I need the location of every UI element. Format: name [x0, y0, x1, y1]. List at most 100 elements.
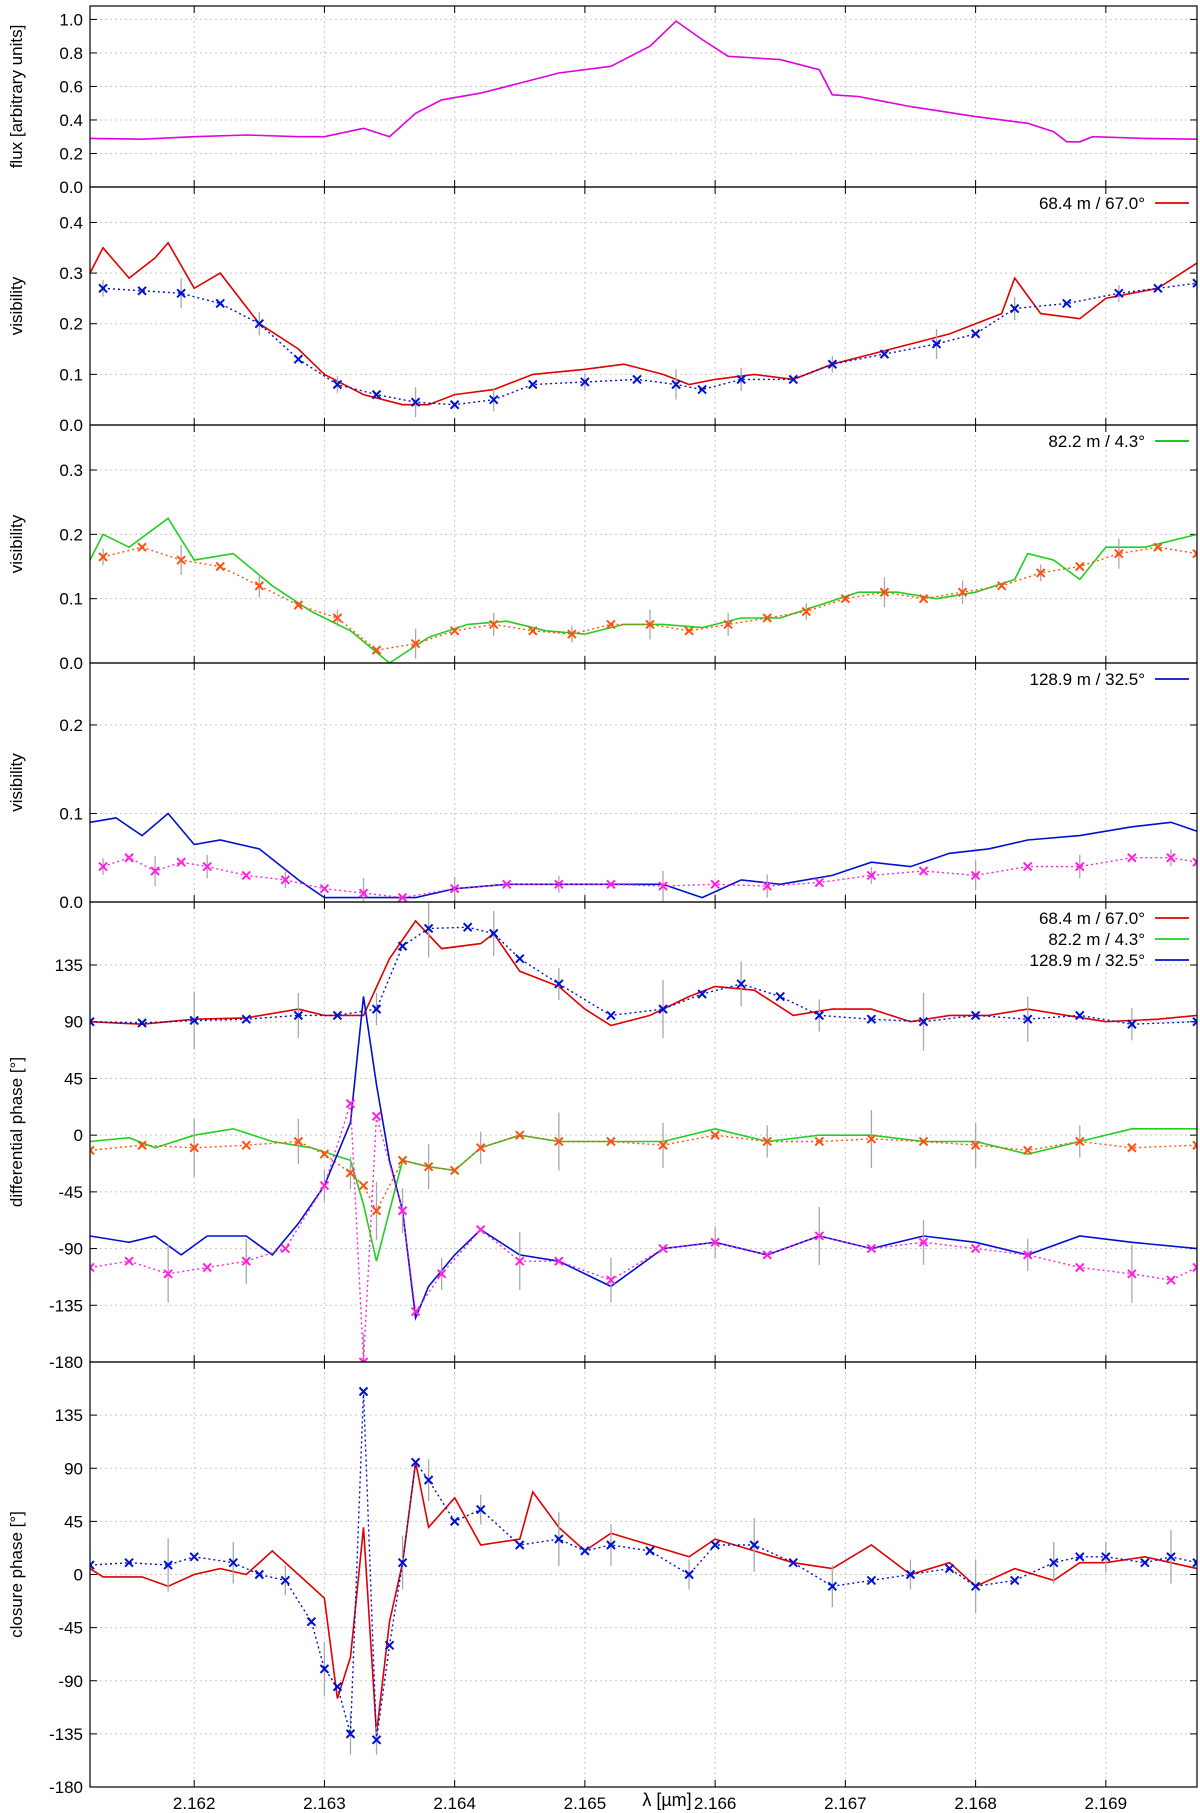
y-tick-label: 0.1 [59, 804, 83, 823]
data-point [1166, 1275, 1176, 1285]
data-point [658, 1243, 668, 1254]
data-point [280, 875, 291, 885]
panel-2: 0.0 0.1 0.2 0.3 82.2 m / 4.3° visibility [7, 424, 1198, 673]
data-point [436, 1269, 447, 1279]
data-point [1153, 542, 1163, 552]
data-point [345, 1168, 356, 1178]
data-point [241, 1256, 251, 1266]
data-point [449, 1516, 460, 1527]
panel-frame [89, 662, 1198, 903]
data-point [384, 1640, 395, 1651]
data-point [970, 1140, 981, 1150]
series-line-1 [102, 856, 1197, 899]
data-point [697, 384, 707, 395]
data-point [749, 1540, 759, 1550]
y-tick-label: 0.8 [59, 44, 83, 63]
data-point [567, 629, 577, 639]
data-point [449, 884, 460, 894]
data-point [345, 1729, 356, 1739]
data-point [970, 1243, 981, 1254]
data-point [502, 879, 512, 890]
data-point [410, 638, 421, 649]
data-point [918, 593, 929, 604]
data-point [879, 349, 890, 359]
panel-0: 0.0 0.2 0.4 0.6 0.8 1.0 flux [arbitrary units] [7, 5, 1198, 197]
data-point [1192, 1017, 1197, 1027]
data-point [918, 1237, 929, 1247]
y-tick-label: -135 [49, 1725, 83, 1744]
data-point [918, 1017, 929, 1027]
data-point [280, 1243, 291, 1254]
data-point [814, 1010, 825, 1021]
data-point [90, 1017, 95, 1027]
data-point [1062, 298, 1072, 309]
data-point [137, 286, 147, 296]
data-point [1127, 1269, 1137, 1279]
series-line-5 [90, 1103, 1197, 1362]
plot-area [90, 241, 1197, 418]
data-point [371, 389, 382, 400]
data-point [241, 870, 251, 881]
y-axis-label: closure phase [°] [7, 1511, 26, 1638]
panel-1: 0.0 0.1 0.2 0.3 0.4 68.4 m / 67.0° visibility [7, 186, 1198, 435]
data-point [371, 1111, 382, 1121]
data-point [515, 1256, 525, 1266]
data-point [189, 1143, 199, 1153]
y-tick-label: 0.1 [59, 590, 83, 609]
data-point [723, 619, 733, 630]
panel-frame [89, 424, 1198, 664]
data-point [1036, 568, 1046, 578]
data-point [358, 1357, 369, 1362]
data-point [1075, 1010, 1085, 1021]
data-point [410, 397, 421, 407]
data-point [137, 542, 147, 552]
panel-3: 0.0 0.1 0.2 128.9 m / 32.5° visibility [7, 662, 1198, 912]
data-point [1075, 561, 1085, 572]
data-point [905, 1569, 916, 1580]
data-point [970, 1010, 981, 1021]
data-point [254, 319, 265, 329]
data-point [645, 1546, 655, 1556]
y-tick-label: 0.6 [59, 77, 83, 96]
data-point [684, 626, 694, 636]
y-tick-label: 0.2 [59, 144, 83, 163]
data-point [606, 1540, 616, 1550]
x-tick-label: 2.165 [564, 1794, 607, 1813]
data-point [489, 928, 499, 939]
series-line-4 [90, 996, 1197, 1322]
data-point [671, 379, 681, 390]
y-axis-label: visibility [7, 753, 26, 812]
data-point [215, 561, 225, 572]
y-tick-label: 0.3 [59, 461, 83, 480]
data-point [202, 1262, 212, 1273]
y-tick-label: -90 [58, 1240, 83, 1259]
data-point [241, 1014, 251, 1024]
data-point [606, 1275, 616, 1285]
data-point [528, 626, 538, 636]
y-tick-label: 0.4 [59, 213, 83, 232]
data-point [176, 288, 186, 299]
data-point [697, 989, 707, 999]
data-point [1192, 548, 1197, 559]
data-point [1192, 1262, 1197, 1273]
y-tick-label: -180 [49, 1778, 83, 1797]
data-point [1192, 857, 1197, 867]
data-point [918, 1136, 929, 1147]
data-point [1114, 548, 1124, 559]
y-tick-label: 0.3 [59, 264, 83, 283]
y-tick-label: 135 [55, 956, 83, 975]
data-point [1127, 1143, 1137, 1153]
data-point [319, 884, 330, 894]
data-point [528, 379, 538, 390]
data-point [1140, 1557, 1150, 1568]
y-axis-label: differential phase [°] [7, 1057, 26, 1207]
y-tick-label: -135 [49, 1296, 83, 1315]
data-point [90, 1560, 95, 1570]
data-point [1114, 288, 1124, 299]
data-point [397, 892, 408, 902]
data-point [176, 857, 186, 867]
legend-label: 68.4 m / 67.0° [1039, 194, 1145, 213]
plot-area [90, 517, 1197, 663]
data-point [515, 1130, 525, 1140]
data-point [554, 1534, 564, 1544]
